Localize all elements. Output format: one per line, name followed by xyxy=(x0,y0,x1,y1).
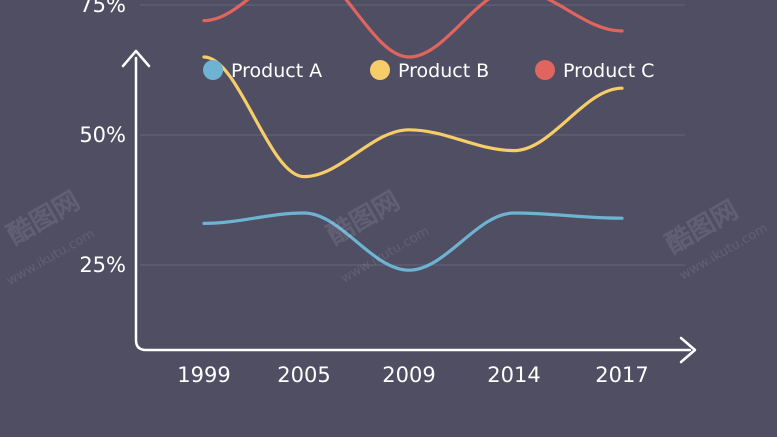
legend-label: Product B xyxy=(398,60,489,82)
x-tick-label: 2009 xyxy=(382,363,435,387)
legend-marker-icon xyxy=(535,60,555,80)
series-lines xyxy=(202,0,624,272)
x-tick-label: 2017 xyxy=(595,363,648,387)
series-line-product-a xyxy=(202,211,624,272)
legend-item: Product B xyxy=(370,60,489,82)
x-axis-arrow-icon xyxy=(679,336,697,364)
legend-label: Product C xyxy=(563,60,654,82)
legend-label: Product A xyxy=(231,60,322,82)
series-line-product-b xyxy=(202,55,624,179)
legend-marker-icon xyxy=(370,60,390,80)
x-tick-label: 1999 xyxy=(177,363,230,387)
axes xyxy=(121,49,697,364)
y-tick-labels: 25% 50% 75% xyxy=(79,0,126,277)
y-tick-label: 25% xyxy=(79,253,126,277)
y-axis-arrow-icon xyxy=(121,49,151,68)
legend-item: Product C xyxy=(535,60,654,82)
x-tick-labels: 1999 2005 2009 2014 2017 xyxy=(177,363,648,387)
x-tick-label: 2005 xyxy=(277,363,330,387)
y-tick-label: 50% xyxy=(79,123,126,147)
y-tick-label: 75% xyxy=(79,0,126,17)
legend: Product A Product B Product C xyxy=(203,60,654,82)
series-line-product-c xyxy=(202,0,624,59)
y-axis-line xyxy=(134,56,692,352)
legend-marker-icon xyxy=(203,60,223,80)
gridlines xyxy=(140,4,685,266)
x-tick-label: 2014 xyxy=(487,363,540,387)
legend-item: Product A xyxy=(203,60,322,82)
